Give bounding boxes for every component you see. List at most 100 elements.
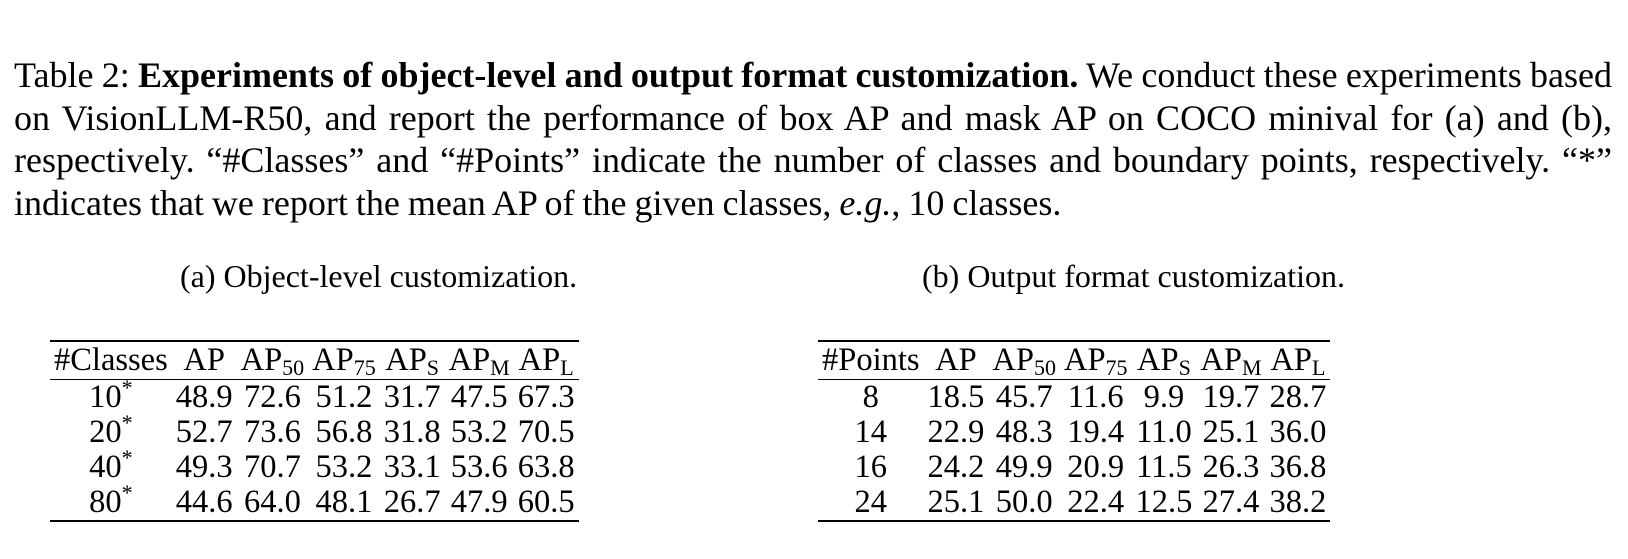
value-cell: 70.7 bbox=[243, 449, 301, 485]
column-header-label: AP bbox=[518, 342, 561, 378]
table-row: 20* 52.7 73.6 56.8 31.8 53.2 70.5 bbox=[50, 412, 579, 450]
row-key: 20 bbox=[89, 414, 122, 450]
value-cell: 51.2 bbox=[315, 379, 373, 415]
column-header: APL bbox=[514, 341, 579, 380]
column-header-subscript: L bbox=[1311, 355, 1326, 380]
value-cell: 25.1 bbox=[1202, 414, 1260, 450]
caption-label: Table 2: bbox=[14, 55, 138, 95]
row-key-cell: 8 bbox=[818, 380, 924, 416]
row-key-cell: 20* bbox=[50, 412, 172, 450]
column-header-subscript: L bbox=[560, 355, 574, 380]
value-cell: 20.9 bbox=[1067, 449, 1125, 485]
column-header: AP75 bbox=[1060, 341, 1132, 380]
value-cell: 50.0 bbox=[995, 484, 1053, 520]
row-key-mark: * bbox=[121, 445, 133, 470]
row-key-cell: 80* bbox=[50, 482, 172, 521]
caption-text: We conduct these experiments based on Vi… bbox=[14, 55, 1612, 223]
column-header: APM bbox=[445, 341, 514, 380]
value-cell: 56.8 bbox=[315, 414, 373, 450]
value-cell: 22.9 bbox=[927, 414, 985, 450]
row-key-cell: 40* bbox=[50, 447, 172, 485]
row-key: 10 bbox=[89, 379, 122, 415]
column-header-subscript: 75 bbox=[353, 355, 376, 380]
row-key-cell: 14 bbox=[818, 415, 924, 450]
row-key-cell: 16 bbox=[818, 450, 924, 485]
row-key-cell: 10* bbox=[50, 377, 172, 416]
column-header: AP50 bbox=[237, 341, 309, 380]
column-header-subscript: 50 bbox=[1033, 355, 1056, 380]
column-header-label: AP bbox=[1063, 342, 1106, 378]
table-row: 10* 48.9 72.6 51.2 31.7 47.5 67.3 bbox=[50, 377, 579, 416]
value-cell: 45.7 bbox=[995, 379, 1053, 415]
value-cell: 36.8 bbox=[1269, 449, 1327, 485]
column-header: APS bbox=[1132, 341, 1197, 380]
caption-text-end: , 10 classes. bbox=[891, 182, 1062, 223]
caption-title: Experiments of object-level and output f… bbox=[137, 55, 1079, 95]
value-cell: 25.1 bbox=[927, 484, 985, 520]
value-cell: 11.6 bbox=[1067, 379, 1124, 415]
value-cell: 52.7 bbox=[175, 414, 233, 450]
value-cell: 70.5 bbox=[517, 414, 575, 450]
column-header-subscript: 75 bbox=[1105, 355, 1128, 380]
table-row: 14 22.9 48.3 19.4 11.0 25.1 36.0 bbox=[818, 415, 1330, 450]
column-header: #Points bbox=[818, 341, 924, 380]
row-key: 8 bbox=[862, 379, 879, 415]
table-object-level: #Classes AP AP50 AP75 APS APM APL 10* 48.9 72.6 5… bbox=[50, 340, 579, 522]
value-cell: 49.3 bbox=[175, 449, 233, 485]
column-header-label: AP bbox=[1270, 342, 1312, 378]
column-header: APS bbox=[380, 341, 445, 380]
column-header-subscript: 50 bbox=[282, 355, 305, 380]
table-row: 8 18.5 45.7 11.6 9.9 19.7 28.7 bbox=[818, 380, 1330, 416]
column-header-label: AP bbox=[992, 342, 1034, 378]
table-row: 40* 49.3 70.7 53.2 33.1 53.6 63.8 bbox=[50, 447, 579, 485]
row-key: 16 bbox=[854, 449, 888, 485]
value-cell: 38.2 bbox=[1269, 484, 1327, 520]
value-cell: 19.7 bbox=[1202, 379, 1260, 415]
row-key-mark: * bbox=[121, 480, 133, 505]
row-key: 80 bbox=[89, 484, 122, 520]
column-header: AP bbox=[924, 341, 989, 380]
column-header-label: #Classes bbox=[54, 342, 168, 378]
value-cell: 26.3 bbox=[1202, 449, 1260, 485]
column-header: AP50 bbox=[988, 341, 1060, 380]
column-header-label: AP bbox=[1137, 342, 1179, 378]
table-caption: Table 2: Experiments of object-level and… bbox=[14, 54, 1612, 224]
row-key: 24 bbox=[854, 484, 888, 520]
value-cell: 31.7 bbox=[383, 379, 441, 415]
value-cell: 9.9 bbox=[1143, 379, 1185, 415]
column-header-label: AP bbox=[935, 342, 977, 378]
value-cell: 53.2 bbox=[450, 414, 508, 450]
header-row: #Points AP AP50 AP75 APS APM APL bbox=[818, 341, 1331, 380]
value-cell: 73.6 bbox=[243, 414, 301, 450]
column-header-label: #Points bbox=[822, 342, 920, 378]
value-cell: 44.6 bbox=[175, 484, 233, 520]
value-cell: 18.5 bbox=[927, 379, 985, 415]
value-cell: 28.7 bbox=[1269, 379, 1327, 415]
value-cell: 48.1 bbox=[315, 484, 373, 520]
value-cell: 19.4 bbox=[1067, 414, 1125, 450]
value-cell: 24.2 bbox=[927, 449, 985, 485]
value-cell: 47.9 bbox=[450, 484, 508, 520]
column-header-subscript: M bbox=[490, 355, 510, 380]
row-key: 40 bbox=[89, 449, 122, 485]
subcaption-b: (b) Output format customization. bbox=[922, 258, 1346, 294]
column-header-label: AP bbox=[183, 342, 225, 378]
value-cell: 48.3 bbox=[995, 414, 1053, 450]
subcaption-a: (a) Object-level customization. bbox=[180, 258, 578, 294]
row-key-mark: * bbox=[121, 410, 133, 435]
row-key-cell: 24 bbox=[818, 485, 924, 521]
column-header-subscript: S bbox=[426, 355, 440, 380]
row-key-mark: * bbox=[121, 375, 133, 400]
value-cell: 60.5 bbox=[517, 484, 575, 520]
caption-eg: e.g. bbox=[839, 182, 892, 223]
column-header-label: AP bbox=[448, 342, 491, 378]
value-cell: 49.9 bbox=[995, 449, 1053, 485]
value-cell: 12.5 bbox=[1135, 484, 1193, 520]
value-cell: 63.8 bbox=[517, 449, 575, 485]
header-row: #Classes AP AP50 AP75 APS APM APL bbox=[50, 341, 579, 380]
value-cell: 11.0 bbox=[1136, 414, 1192, 450]
column-header-subscript: S bbox=[1178, 355, 1191, 380]
value-cell: 27.4 bbox=[1202, 484, 1260, 520]
column-header-label: AP bbox=[240, 342, 283, 378]
table-row: 16 24.2 49.9 20.9 11.5 26.3 36.8 bbox=[818, 450, 1330, 485]
